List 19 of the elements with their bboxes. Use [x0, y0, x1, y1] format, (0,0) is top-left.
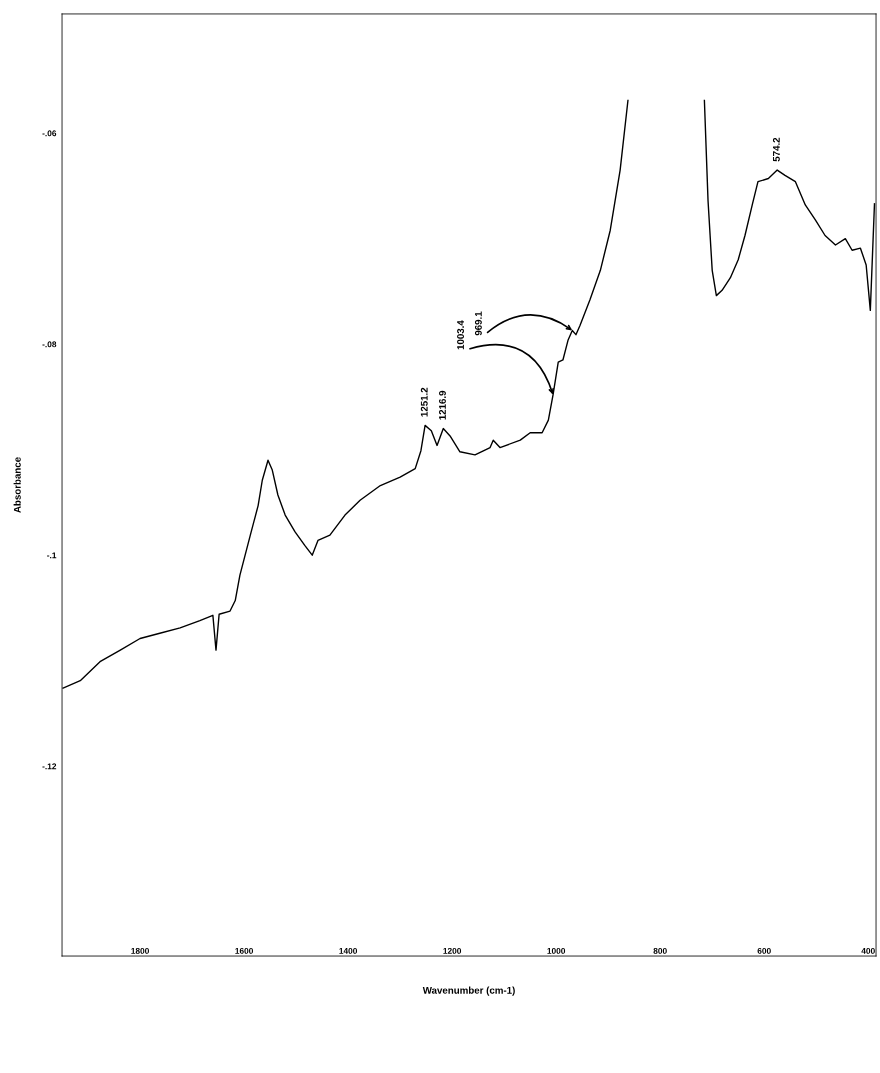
x-tick-label: 1800 [131, 947, 149, 954]
y-axis-title: Absorbance [13, 457, 21, 513]
x-tick-label: 800 [653, 947, 667, 954]
x-tick-label: 1400 [339, 947, 358, 954]
x-tick-label: 1200 [443, 947, 462, 954]
x-tick-label: 1600 [235, 947, 254, 954]
annotation: 1251.2 [420, 387, 428, 417]
x-axis-title: Wavenumber (cm-1) [422, 986, 515, 996]
annotation: 574.2 [772, 137, 780, 162]
y-tick-label: -.12 [42, 763, 57, 770]
x-tick-label: 400 [861, 947, 875, 954]
annotation: 1216.9 [439, 390, 446, 420]
y-tick-label: -.06 [42, 130, 57, 137]
y-tick-label: -.1 [47, 552, 57, 559]
annotation: 1003.4 [457, 320, 464, 350]
x-tick-label: 600 [757, 947, 771, 954]
annotation: 969.1 [474, 311, 482, 336]
y-tick-label: -.08 [42, 341, 57, 348]
x-tick-label: 1000 [547, 947, 566, 954]
